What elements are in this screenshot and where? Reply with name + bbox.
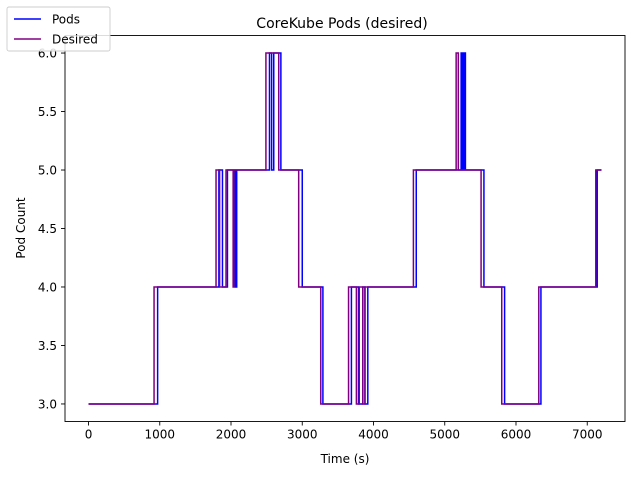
y-axis-label: Pod Count [14, 197, 28, 259]
y-tick-label: 3.0 [38, 397, 57, 411]
y-tick-label: 3.5 [38, 339, 57, 353]
chart-title: CoreKube Pods (desired) [256, 16, 427, 32]
x-tick-label: 3000 [287, 428, 318, 442]
x-tick-label: 4000 [358, 428, 389, 442]
x-tick-label: 1000 [144, 428, 175, 442]
axes: 0 1000 2000 3000 4000 5000 6000 7000 3.0 3.5 4.0 4.… [38, 47, 603, 442]
legend-label-pods: Pods [52, 13, 80, 27]
y-tick-label: 5.0 [38, 164, 57, 178]
x-tick-label: 5000 [429, 428, 460, 442]
x-tick-label: 7000 [572, 428, 603, 442]
y-tick-label: 4.5 [38, 222, 57, 236]
y-tick-label: 5.5 [38, 105, 57, 119]
legend-label-desired: Desired [52, 33, 98, 47]
x-tick-label: 0 [85, 428, 93, 442]
x-axis-label: Time (s) [320, 452, 370, 466]
x-tick-label: 2000 [216, 428, 247, 442]
y-tick-label: 4.0 [38, 280, 57, 294]
x-tick-label: 6000 [501, 428, 532, 442]
legend: Pods Desired [6, 6, 111, 52]
series-line-desired [88, 52, 602, 405]
plot-area [88, 52, 602, 405]
legend-box [6, 6, 111, 52]
